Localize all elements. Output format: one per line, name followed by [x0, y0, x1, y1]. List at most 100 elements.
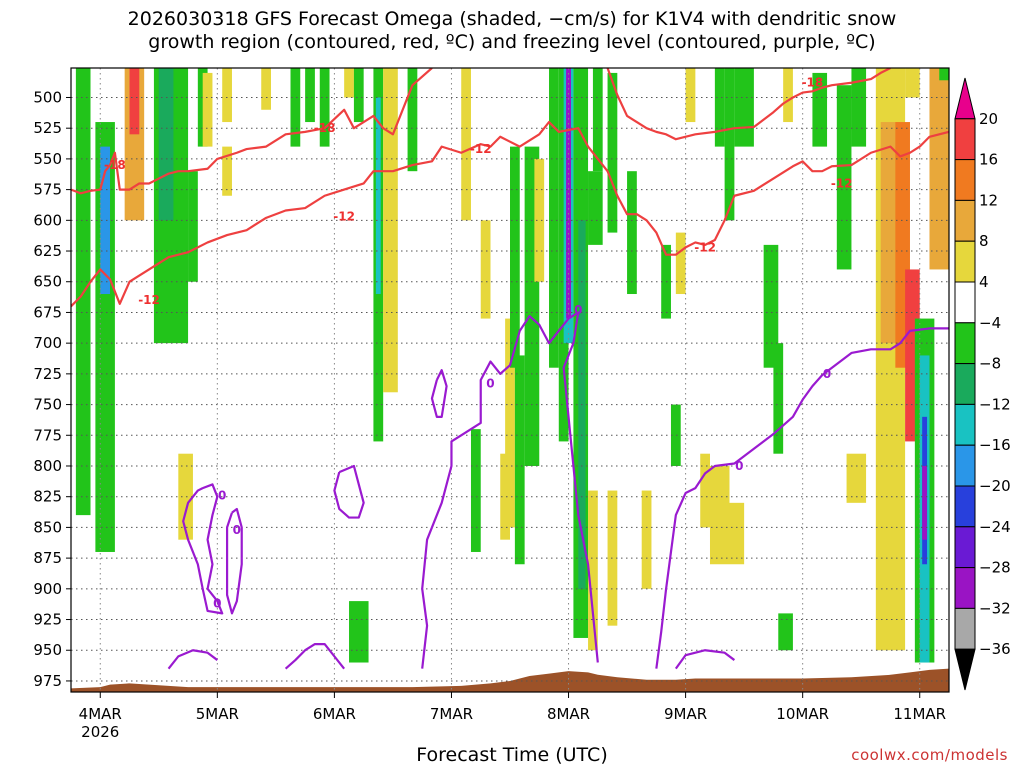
omega-region: [534, 158, 545, 282]
contour-label: 0: [218, 488, 226, 502]
terrain-surface: [71, 668, 949, 692]
omega-region: [514, 355, 525, 565]
colorbar-label: −32: [979, 599, 1011, 617]
omega-region: [383, 68, 398, 393]
y-tick-label: 625: [33, 242, 62, 260]
colorbar-label: 20: [979, 110, 998, 128]
colorbar-arrow-bottom: [954, 648, 976, 691]
colorbar-label: −24: [979, 518, 1011, 536]
contour-label: -12: [470, 142, 492, 156]
contour-layer: [71, 68, 949, 670]
y-tick-label: 800: [33, 457, 62, 475]
omega-region: [836, 85, 852, 270]
colorbar-label: −4: [979, 314, 1001, 332]
omega-region: [939, 68, 949, 81]
colorbar-band: [954, 199, 976, 242]
omega-region: [222, 68, 232, 123]
omega-region: [178, 453, 193, 540]
freezing-level-contour: [674, 649, 736, 670]
y-tick-label: 675: [33, 303, 62, 321]
omega-shading-layer: [75, 68, 949, 663]
omega-region: [319, 68, 330, 147]
contour-label: -12: [831, 176, 853, 190]
contour-label: 0: [213, 597, 221, 611]
colorbar-band: [954, 607, 976, 650]
omega-region: [500, 453, 510, 540]
colorbar-band: [954, 485, 976, 528]
colorbar-label: −12: [979, 395, 1011, 413]
omega-region: [470, 429, 481, 552]
freezing-level-contour: [284, 642, 346, 670]
colorbar-band: [954, 118, 976, 161]
omega-region: [734, 68, 754, 147]
omega-region: [202, 72, 213, 147]
plot-frame: [70, 67, 950, 693]
y-tick-label: 875: [33, 549, 62, 567]
omega-region: [510, 146, 520, 368]
contour-label: 0: [735, 459, 743, 473]
y-tick-label: 550: [33, 150, 62, 168]
colorbar-band: [954, 526, 976, 569]
omega-region: [188, 171, 198, 282]
x-tick-label: 10MAR: [776, 705, 829, 723]
colorbar-label: −16: [979, 436, 1011, 454]
omega-region: [100, 146, 111, 295]
omega-region: [158, 68, 174, 221]
omega-region: [763, 244, 779, 368]
omega-region: [627, 171, 637, 295]
contour-label: -18: [104, 158, 126, 172]
colorbar: 20 16 12 8 4 −4 −8 −12 −16 −20 −24 −28 −32 −36: [954, 77, 1011, 691]
freezing-level-contour: [333, 464, 365, 519]
omega-region: [505, 318, 515, 528]
omega-region: [724, 68, 735, 221]
contour-label: -18: [314, 121, 336, 135]
omega-region: [773, 343, 784, 454]
x-tick-label: 7MAR: [430, 705, 473, 723]
freezing-level-contour: [430, 369, 448, 418]
contour-label-layer: -18 -18 -12 -12 -12 -12 -12 -18 0 0 0 0 0 0 0: [104, 76, 852, 611]
omega-region: [607, 72, 618, 233]
colorbar-label: 4: [979, 273, 989, 291]
colorbar-band: [954, 281, 976, 324]
y-tick-label: 850: [33, 518, 62, 536]
y-tick-label: 825: [33, 488, 62, 506]
dgz-contour-line: [606, 68, 891, 141]
y-tick-label: 925: [33, 611, 62, 629]
y-tick-label: 650: [33, 273, 62, 291]
x-tick-sublabel: 2026: [81, 723, 119, 741]
chart-title: 2026030318 GFS Forecast Omega (shaded, −…: [0, 8, 1024, 54]
contour-label: 0: [233, 523, 241, 537]
colorbar-label: −8: [979, 355, 1001, 373]
y-tick-label: 950: [33, 641, 62, 659]
omega-region: [641, 490, 652, 589]
omega-region: [305, 68, 315, 123]
colorbar-band: [954, 567, 976, 609]
contour-label: -12: [138, 293, 160, 307]
omega-region: [407, 68, 418, 172]
y-tick-label: 575: [33, 181, 62, 199]
omega-region: [558, 68, 569, 442]
chart-title-line-2: growth region (contoured, red, ºC) and f…: [148, 31, 876, 53]
colorbar-label: 12: [979, 191, 998, 209]
grid-layer: [71, 68, 949, 692]
x-tick-label: 5MAR: [196, 705, 239, 723]
freezing-level-contour: [182, 483, 224, 615]
freezing-level-contour: [655, 327, 949, 669]
omega-region: [592, 68, 603, 172]
omega-region: [714, 68, 725, 147]
colorbar-band: [954, 403, 976, 446]
omega-region: [290, 68, 301, 147]
freezing-level-contour: [167, 649, 218, 670]
y-tick-label: 900: [33, 580, 62, 598]
chart-title-line-1: 2026030318 GFS Forecast Omega (shaded, −…: [127, 8, 897, 30]
omega-region: [846, 453, 867, 503]
dgz-contour-line: [71, 120, 949, 308]
omega-region: [685, 68, 696, 123]
terrain-layer: [71, 668, 949, 692]
colorbar-band: [954, 444, 976, 487]
omega-region: [588, 490, 598, 651]
contour-label: 0: [486, 377, 494, 391]
freezing-level-contour: [421, 311, 599, 669]
colorbar-label: −36: [979, 640, 1011, 658]
